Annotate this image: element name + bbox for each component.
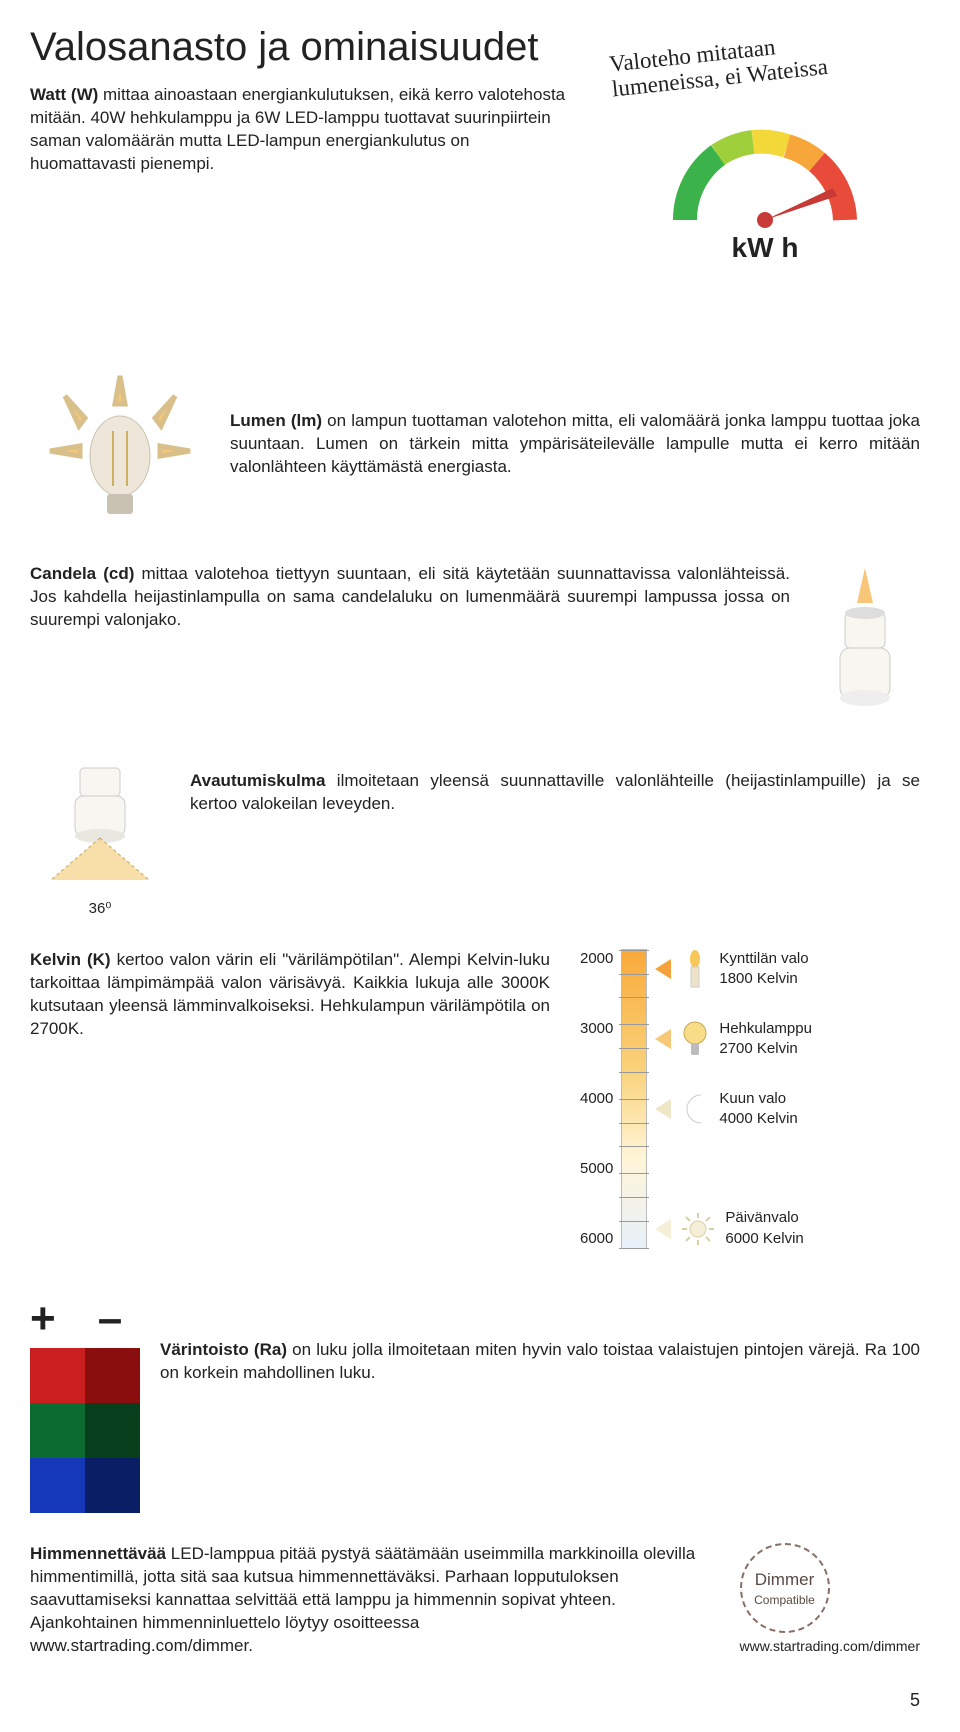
ra-para: Värintoisto (Ra) on luku jolla ilmoiteta… [160, 1279, 920, 1385]
tick-6000: 6000 [580, 1229, 613, 1249]
beam-icon: 36⁰ [30, 760, 170, 919]
kwh-label: kW h [660, 229, 870, 267]
ra-section: + – Värintoisto (Ra) on luku jolla ilmoi… [30, 1279, 920, 1513]
dimmer-link: www.startrading.com/dimmer [740, 1637, 921, 1656]
kelvin-para: Kelvin (K) kertoo valon värin eli "väril… [30, 949, 550, 1041]
beam-para: Avautumiskulma ilmoitetaan yleensä suunn… [190, 760, 920, 816]
beam-angle: 36⁰ [30, 899, 170, 919]
kelvin-section: Kelvin (K) kertoo valon värin eli "väril… [30, 949, 920, 1249]
candela-spot-icon [810, 563, 920, 730]
color-grid [30, 1348, 140, 1513]
kelvin-item-sun: Päivänvalo6000 Kelvin [655, 1208, 812, 1249]
candle-icon [681, 949, 709, 989]
candela-section: Candela (cd) mittaa valotehoa tiettyyn s… [30, 563, 920, 730]
dimmer-url-inline: www.startrading.com/dimmer. [30, 1636, 253, 1655]
scale-bar [621, 949, 647, 1249]
dimmer-section: Himmennettävää LED-lamppua pitää pystyä … [30, 1543, 920, 1658]
kelvin-scale: 2000 3000 4000 5000 6000 Kynttilän valo1… [580, 949, 920, 1249]
page-number: 5 [30, 1688, 920, 1712]
lumen-section: Lumen (lm) on lampun tuottaman valotehon… [30, 356, 920, 533]
gauge: kW h [660, 120, 870, 267]
tick-4000: 4000 [580, 1089, 613, 1109]
dimmer-badge: Dimmer Compatible [740, 1543, 830, 1633]
moon-icon [681, 1091, 709, 1127]
lumen-para: Lumen (lm) on lampun tuottaman valotehon… [230, 410, 920, 479]
dimmer-para: Himmennettävää LED-lamppua pitää pystyä … [30, 1543, 720, 1658]
kelvin-item-candle: Kynttilän valo1800 Kelvin [655, 949, 812, 990]
sun-icon [681, 1212, 715, 1246]
candela-para: Candela (cd) mittaa valotehoa tiettyyn s… [30, 563, 790, 632]
bulb-icon [681, 1019, 709, 1059]
watt-para: Watt (W) mittaa ainoastaan energiankulut… [30, 84, 570, 176]
tick-5000: 5000 [580, 1159, 613, 1179]
lumen-bulb-icon [30, 356, 210, 533]
beam-section: 36⁰ Avautumiskulma ilmoitetaan yleensä s… [30, 760, 920, 919]
kelvin-item-moon: Kuun valo4000 Kelvin [655, 1089, 812, 1130]
kelvin-item-bulb: Hehkulamppu2700 Kelvin [655, 1019, 812, 1060]
ra-swatches: + – [30, 1279, 140, 1513]
tick-3000: 3000 [580, 1019, 613, 1039]
tick-2000: 2000 [580, 949, 613, 969]
plus-icon: + [30, 1289, 56, 1348]
minus-icon: – [98, 1289, 122, 1348]
